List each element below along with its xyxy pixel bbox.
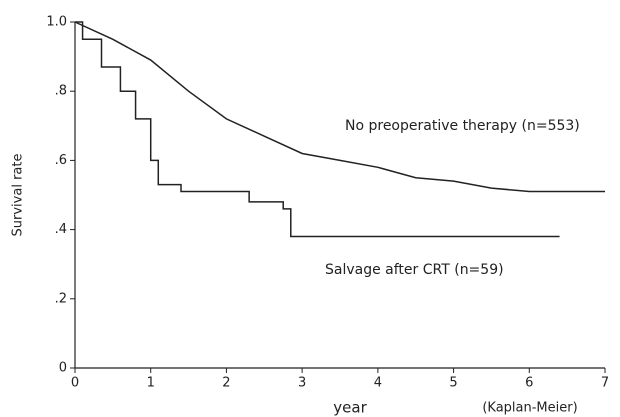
y-axis-label: Survival rate: [11, 154, 26, 237]
x-tick-label: 5: [449, 376, 457, 391]
x-tick-label: 2: [222, 376, 230, 391]
x-axis-label: year: [333, 399, 367, 417]
y-tick-label: .4: [55, 222, 67, 237]
y-tick-label: 0: [59, 361, 67, 376]
y-tick-label: 1.0: [46, 15, 67, 30]
annotation: (Kaplan-Meier): [482, 401, 577, 416]
survival-curve: [75, 21, 560, 238]
x-tick-label: 3: [298, 376, 306, 391]
x-tick-label: 6: [525, 376, 533, 391]
y-tick-label: .2: [55, 291, 67, 306]
survival-curve: [74, 21, 605, 193]
y-tick-label: .6: [55, 153, 67, 168]
y-tick-label: .8: [55, 84, 67, 99]
series-label: No preoperative therapy (n=553): [345, 118, 580, 134]
x-tick-label: 0: [71, 376, 79, 391]
series-label: Salvage after CRT (n=59): [325, 262, 504, 278]
x-tick-label: 4: [374, 376, 382, 391]
x-tick-label: 7: [601, 376, 609, 391]
x-tick-label: 1: [147, 376, 155, 391]
